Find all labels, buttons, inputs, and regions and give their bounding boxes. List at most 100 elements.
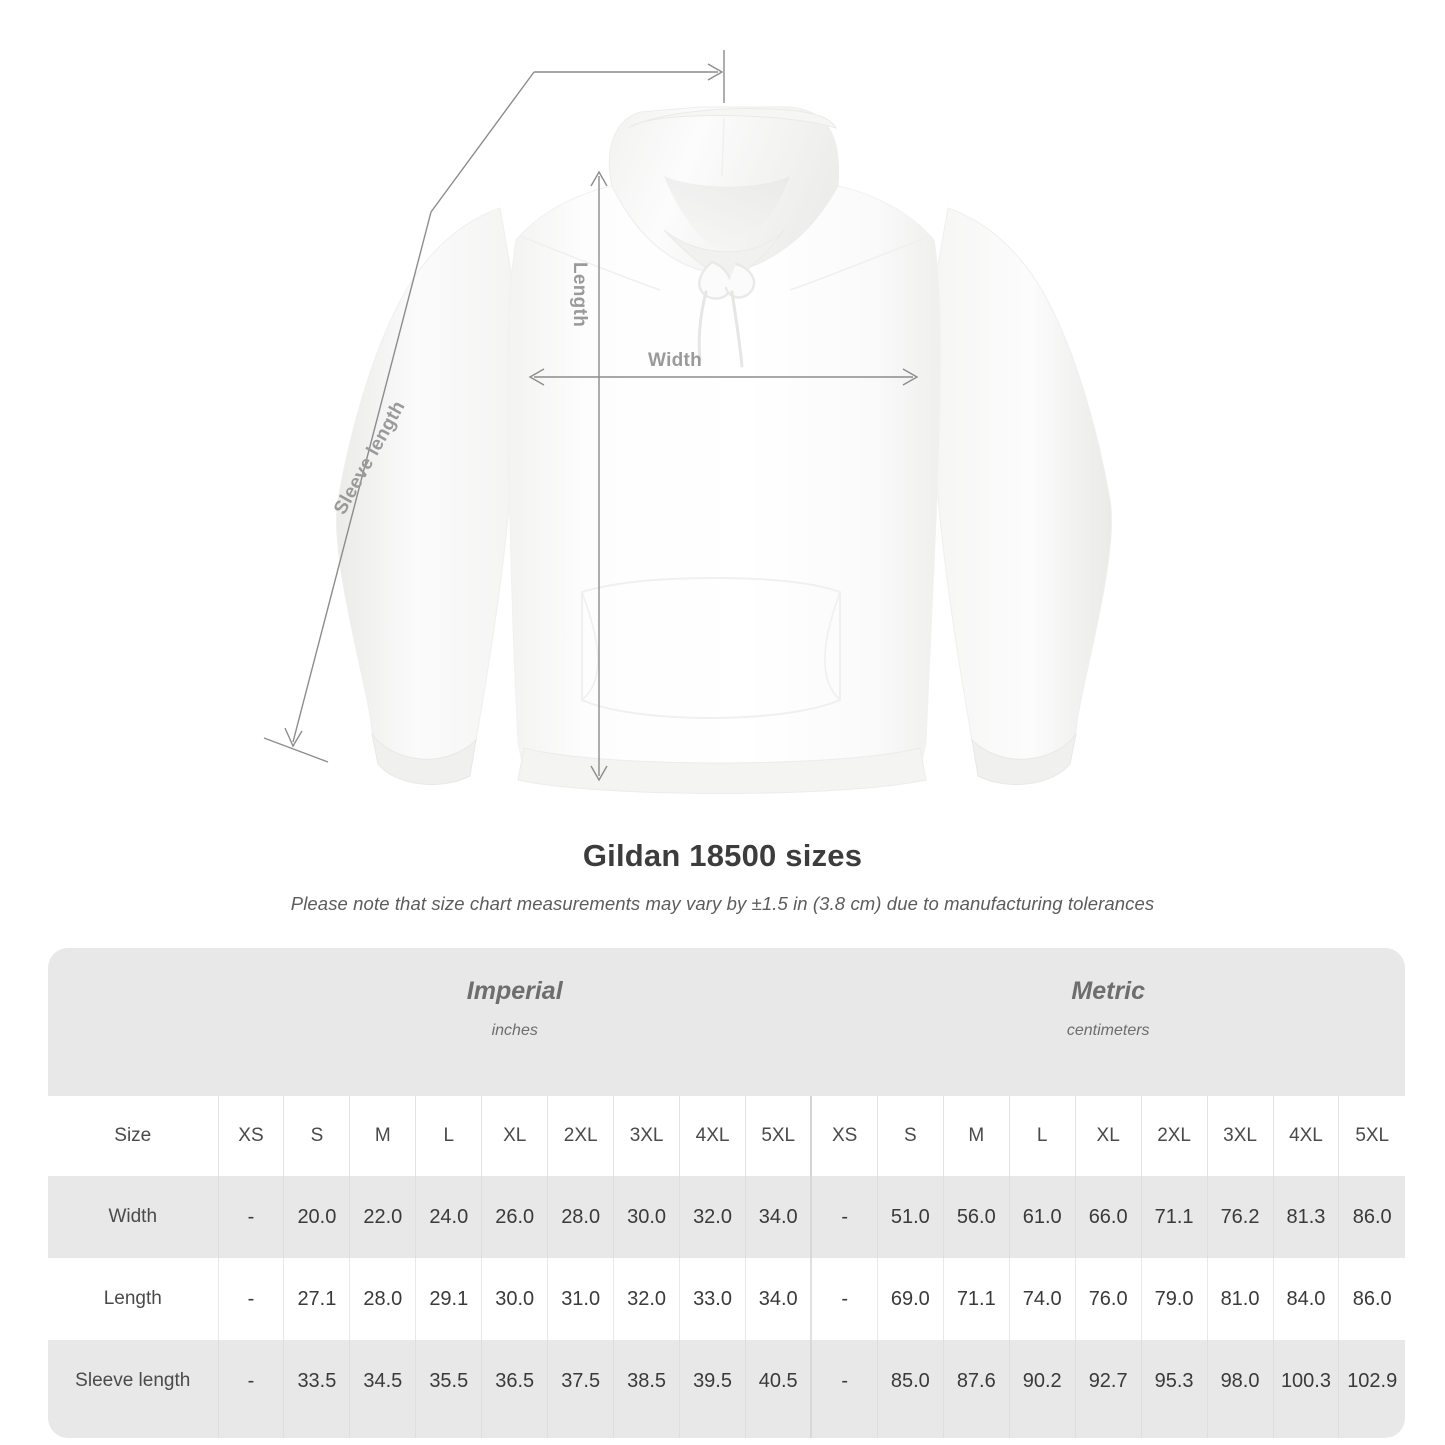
column-header-l-imperial: L <box>415 1096 482 1176</box>
cell-length-metric-xl: 76.0 <box>1074 1258 1142 1340</box>
sleeve-length-dimension-line <box>263 50 725 763</box>
column-header-m-metric: M <box>942 1096 1010 1176</box>
cell-width-imperial-4xl: 32.0 <box>679 1176 746 1258</box>
table-bottom-pad <box>48 1422 1405 1438</box>
cell-length-metric-2xl: 79.0 <box>1140 1258 1208 1340</box>
cell-length-imperial-3xl: 32.0 <box>613 1258 680 1340</box>
cell-sleeve-length-imperial-xl: 36.5 <box>481 1340 548 1422</box>
cell-length-imperial-2xl: 31.0 <box>547 1258 614 1340</box>
unit-system-name: Metric <box>1071 977 1146 1005</box>
cell-width-imperial-s: 20.0 <box>283 1176 350 1258</box>
cell-width-imperial-xs: - <box>217 1176 284 1258</box>
cell-width-metric-m: 56.0 <box>942 1176 1010 1258</box>
cell-width-metric-s: 51.0 <box>876 1176 944 1258</box>
length-dimension-line <box>590 170 608 782</box>
column-header-4xl-imperial: 4XL <box>679 1096 746 1176</box>
column-header-m-imperial: M <box>349 1096 416 1176</box>
table-row: Sleeve length -33.5 34.5 35.5 36.5 37.5 38.5 39… <box>48 1340 1405 1422</box>
column-header-l-metric: L <box>1008 1096 1076 1176</box>
row-label-sleeve-length: Sleeve length <box>48 1340 218 1422</box>
cell-width-metric-l: 61.0 <box>1008 1176 1076 1258</box>
width-dimension-line <box>528 368 919 386</box>
cell-sleeve-length-metric-xl: 92.7 <box>1074 1340 1142 1422</box>
cell-sleeve-length-metric-4xl: 100.3 <box>1272 1340 1339 1422</box>
cell-sleeve-length-imperial-2xl: 37.5 <box>547 1340 614 1422</box>
drawstring <box>697 260 756 368</box>
unit-system-imperial: Imperial inches <box>218 948 812 1096</box>
hoodie-shape <box>336 106 1112 794</box>
cell-width-metric-xs: - <box>810 1176 878 1258</box>
table-row: Width -20.0 22.0 24.0 26.0 28.0 30.0 32.0 34.0-5… <box>48 1176 1405 1258</box>
column-header-2xl-imperial: 2XL <box>547 1096 614 1176</box>
cell-sleeve-length-imperial-3xl: 38.5 <box>613 1340 680 1422</box>
column-header-size: Size <box>48 1096 218 1176</box>
row-label-width: Width <box>48 1176 218 1258</box>
column-header-2xl-metric: 2XL <box>1140 1096 1208 1176</box>
cell-sleeve-length-metric-2xl: 95.3 <box>1140 1340 1208 1422</box>
cell-sleeve-length-imperial-s: 33.5 <box>283 1340 350 1422</box>
unit-banner-spacer <box>48 948 218 1096</box>
column-header-5xl-imperial: 5XL <box>745 1096 812 1176</box>
cell-sleeve-length-metric-3xl: 98.0 <box>1206 1340 1273 1422</box>
cell-length-imperial-5xl: 34.0 <box>745 1258 812 1340</box>
cell-width-imperial-3xl: 30.0 <box>613 1176 680 1258</box>
column-header-xs-imperial: XS <box>217 1096 284 1176</box>
unit-system-metric: Metric centimeters <box>811 948 1405 1096</box>
cell-length-imperial-l: 29.1 <box>415 1258 482 1340</box>
cell-width-metric-5xl: 86.0 <box>1338 1176 1405 1258</box>
cell-length-metric-5xl: 86.0 <box>1338 1258 1405 1340</box>
cell-length-metric-s: 69.0 <box>876 1258 944 1340</box>
unit-system-sub: centimeters <box>1066 1021 1150 1039</box>
cell-width-imperial-2xl: 28.0 <box>547 1176 614 1258</box>
cell-width-metric-3xl: 76.2 <box>1206 1176 1273 1258</box>
length-dimension-label: Length <box>569 262 590 328</box>
column-header-s-metric: S <box>876 1096 944 1176</box>
column-header-xl-metric: XL <box>1074 1096 1142 1176</box>
hoodie-illustration <box>263 50 1112 794</box>
cell-sleeve-length-imperial-5xl: 40.5 <box>745 1340 812 1422</box>
cell-sleeve-length-imperial-4xl: 39.5 <box>679 1340 746 1422</box>
cell-sleeve-length-imperial-l: 35.5 <box>415 1340 482 1422</box>
cell-width-imperial-xl: 26.0 <box>481 1176 548 1258</box>
cell-length-imperial-s: 27.1 <box>283 1258 350 1340</box>
cell-length-imperial-xl: 30.0 <box>481 1258 548 1340</box>
unit-system-name: Imperial <box>466 977 563 1005</box>
width-dimension-label: Width <box>648 350 703 371</box>
cell-sleeve-length-metric-m: 87.6 <box>942 1340 1010 1422</box>
cell-width-imperial-5xl: 34.0 <box>745 1176 812 1258</box>
cell-length-metric-4xl: 84.0 <box>1272 1258 1339 1340</box>
column-header-xl-imperial: XL <box>481 1096 548 1176</box>
column-header-5xl-metric: 5XL <box>1338 1096 1405 1176</box>
column-header-xs-metric: XS <box>810 1096 878 1176</box>
size-chart-table-container: Imperial inches Metric centimeters Size XS S M L… <box>48 948 1405 1438</box>
cell-sleeve-length-metric-xs: - <box>810 1340 878 1422</box>
cell-length-metric-xs: - <box>810 1258 878 1340</box>
column-header-3xl-metric: 3XL <box>1206 1096 1273 1176</box>
cell-sleeve-length-imperial-m: 34.5 <box>349 1340 416 1422</box>
cell-length-imperial-4xl: 33.0 <box>679 1258 746 1340</box>
garment-diagram: Length Width Sleeve length <box>263 50 1112 794</box>
cell-width-metric-2xl: 71.1 <box>1140 1176 1208 1258</box>
unit-system-sub: inches <box>491 1021 538 1039</box>
cell-length-metric-l: 74.0 <box>1008 1258 1076 1340</box>
cell-length-imperial-m: 28.0 <box>349 1258 416 1340</box>
cell-sleeve-length-imperial-xs: - <box>217 1340 284 1422</box>
page-title: Gildan 18500 sizes <box>582 838 863 873</box>
cell-width-metric-xl: 66.0 <box>1074 1176 1142 1258</box>
table-header-row: Size XS S M L XL 2XL 3XL 4XL 5XL XS S M L XL 2XL 3XL 4XL 5… <box>48 1096 1405 1176</box>
column-header-s-imperial: S <box>283 1096 350 1176</box>
size-chart-table: Imperial inches Metric centimeters Size XS S M L… <box>48 948 1405 1438</box>
cell-width-metric-4xl: 81.3 <box>1272 1176 1339 1258</box>
cell-length-metric-m: 71.1 <box>942 1258 1010 1340</box>
column-header-4xl-metric: 4XL <box>1272 1096 1339 1176</box>
tolerance-note: Please note that size chart measurements… <box>290 893 1155 914</box>
cell-width-imperial-m: 22.0 <box>349 1176 416 1258</box>
cell-sleeve-length-metric-l: 90.2 <box>1008 1340 1076 1422</box>
table-row: Length -27.1 28.0 29.1 30.0 31.0 32.0 33.0 34.0-… <box>48 1258 1405 1340</box>
column-header-3xl-imperial: 3XL <box>613 1096 680 1176</box>
title-block: Gildan 18500 sizes Please note that size… <box>0 838 1445 915</box>
cell-length-imperial-xs: - <box>217 1258 284 1340</box>
cell-sleeve-length-metric-5xl: 102.9 <box>1338 1340 1405 1422</box>
cell-width-imperial-l: 24.0 <box>415 1176 482 1258</box>
cell-sleeve-length-metric-s: 85.0 <box>876 1340 944 1422</box>
